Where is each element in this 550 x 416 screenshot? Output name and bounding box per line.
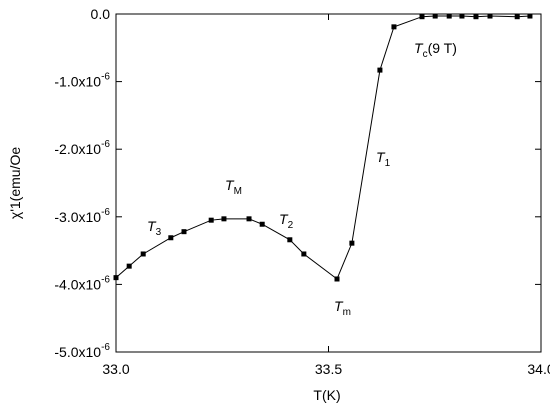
annotation: Tm [334, 298, 351, 318]
annotation: T3 [147, 218, 162, 238]
y-tick-label: 0.0 [91, 6, 111, 22]
data-point [473, 14, 479, 20]
data-point [287, 237, 293, 243]
data-point [301, 251, 307, 257]
data-point [514, 14, 520, 20]
data-point [334, 276, 340, 282]
y-tick-label: -1.0x10-6 [54, 72, 110, 90]
data-point [446, 13, 452, 19]
data-point [349, 240, 355, 246]
data-point [377, 67, 383, 73]
x-tick-label: 34.0 [527, 361, 550, 377]
data-point [140, 251, 146, 257]
plot-frame [115, 13, 542, 353]
annotation: T1 [376, 149, 391, 169]
data-line [115, 15, 530, 280]
data-point [113, 275, 119, 281]
data-point [432, 13, 438, 19]
data-point [181, 229, 187, 235]
x-tick-label: 33.0 [102, 361, 129, 377]
y-tick-label: -3.0x10-6 [54, 207, 110, 225]
y-tick-label: -5.0x10-6 [54, 342, 110, 360]
data-point [221, 216, 227, 222]
data-point [259, 221, 265, 227]
x-axis-label: T(K) [313, 387, 340, 403]
data-point [527, 13, 533, 19]
annotation: TM [225, 177, 242, 197]
data-point [419, 14, 425, 20]
annotation: Tc(9 T) [414, 40, 457, 60]
data-point [487, 13, 493, 19]
data-point [459, 13, 465, 19]
y-tick-label: -4.0x10-6 [54, 274, 110, 292]
data-point [168, 235, 174, 241]
data-point [126, 263, 132, 269]
data-point [246, 216, 252, 222]
y-axis-label: χ'1(emu/Oe [7, 147, 23, 219]
x-tick-label: 33.5 [315, 361, 342, 377]
data-point [208, 217, 214, 223]
annotation: T2 [279, 211, 294, 231]
y-tick-label: -2.0x10-6 [54, 139, 110, 157]
data-point [391, 24, 397, 30]
